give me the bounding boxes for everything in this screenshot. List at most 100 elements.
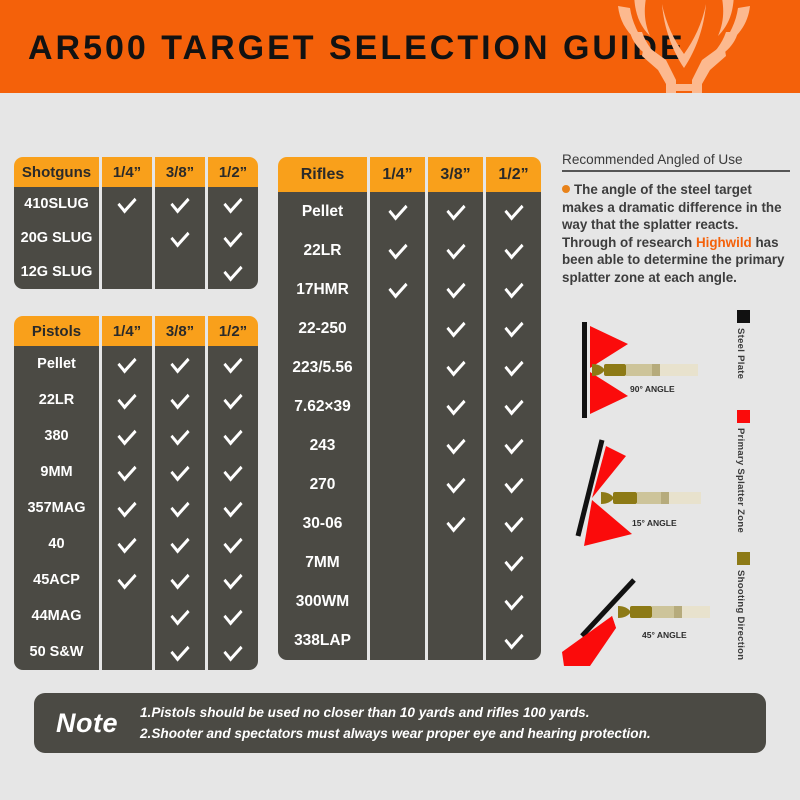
rifles-cell-3-1 [367,270,425,309]
pistols-column-header-2: 3/8” [152,316,205,346]
pistols-cell-6-3 [205,526,258,562]
check-icon [170,567,190,589]
table-row: 410SLUG [14,187,258,221]
pistols-cell-8-2 [152,598,205,634]
table-row: 44MAG [14,598,258,634]
pistols-cell-9-3 [205,634,258,670]
table-row: 243 [278,426,541,465]
pistols-column-header-1: 1/4” [99,316,152,346]
check-icon [503,393,524,416]
note-line-1: 1.Pistols should be used no closer than … [140,705,590,720]
shotguns-cell-1-2 [152,187,205,221]
check-icon [170,495,190,517]
bullet-shape [618,606,710,618]
table-row: 22LR [278,231,541,270]
diagram-15-caption: 15° ANGLE [632,518,677,528]
rifles-cell-8-1 [367,465,425,504]
check-icon [445,354,466,377]
pistols-row-label: Pellet [14,346,99,382]
legend-label-steel-plate: Steel Plate [735,328,746,380]
shotguns-cell-3-2 [152,255,205,289]
pistols-cell-8-3 [205,598,258,634]
shotguns-cell-2-1 [99,221,152,255]
rifles-cell-11-3 [483,582,541,621]
splatter-cone-upper [590,326,628,368]
pistols-cell-1-3 [205,346,258,382]
check-icon [117,531,137,553]
check-icon [223,531,243,553]
angle-panel-heading: Recommended Angled of Use [562,152,790,172]
shotguns-cell-1-1 [99,187,152,221]
check-icon [445,198,466,221]
check-icon [117,423,137,445]
shotguns-column-header-2: 3/8” [152,157,205,187]
legend-item-shooting-direction: Shooting Direction [735,552,750,660]
table-row: 20G SLUG [14,221,258,255]
rifles-cell-6-2 [425,387,483,426]
table-row: 7MM [278,543,541,582]
table-row: 7.62×39 [278,387,541,426]
pistols-title: Pistols [14,316,99,346]
check-icon [117,191,137,213]
check-icon [223,459,243,481]
pistols-row-label: 9MM [14,454,99,490]
check-icon [445,393,466,416]
rifles-cell-5-2 [425,348,483,387]
pistols-row-label: 380 [14,418,99,454]
check-icon [170,191,190,213]
legend-label-primary-splatter-zone: Primary Splatter Zone [735,428,746,534]
pistols-row-label: 44MAG [14,598,99,634]
rifles-cell-11-2 [425,582,483,621]
antler-logo [618,0,750,93]
rifles-cell-12-1 [367,621,425,660]
check-icon [223,259,243,281]
shotguns-column-header-1: 1/4” [99,157,152,187]
rifles-row-label: 17HMR [278,270,367,309]
rifles-cell-9-2 [425,504,483,543]
check-icon [170,351,190,373]
bullet-dot-icon [562,185,570,193]
rifles-cell-7-2 [425,426,483,465]
shotguns-row-label: 410SLUG [14,187,99,221]
diagram-15-degree: 15° ANGLE [575,439,701,546]
rifles-cell-12-3 [483,621,541,660]
shotguns-table: Shotguns 1/4” 3/8” 1/2” 410SLUG 20G SLUG 12G S… [14,157,258,289]
pistols-cell-3-1 [99,418,152,454]
pistols-cell-4-3 [205,454,258,490]
check-icon [223,423,243,445]
rifles-cell-10-3 [483,543,541,582]
check-icon [503,510,524,533]
pistols-cell-2-3 [205,382,258,418]
table-row: 22LR [14,382,258,418]
rifles-row-label: 7MM [278,543,367,582]
table-row: 17HMR [278,270,541,309]
check-icon [503,432,524,455]
rifles-cell-5-3 [483,348,541,387]
check-icon [445,315,466,338]
table-row: 9MM [14,454,258,490]
rifles-cell-11-1 [367,582,425,621]
page-header: AR500 TARGET SELECTION GUIDE [0,0,800,93]
check-icon [117,459,137,481]
rifles-title: Rifles [278,157,367,192]
bullet-shape [592,364,698,376]
pistols-row-label: 50 S&W [14,634,99,670]
note-box: Note 1.Pistols should be used no closer … [34,693,766,753]
pistols-row-label: 22LR [14,382,99,418]
rifles-column-header-1: 1/4” [367,157,425,192]
shotguns-title: Shotguns [14,157,99,187]
check-icon [223,603,243,625]
rifles-cell-3-3 [483,270,541,309]
angle-paragraph-part2: has been able to determine the primary s… [562,234,785,285]
rifles-cell-3-2 [425,270,483,309]
angle-paragraph-part1: The angle of the steel target makes a dr… [562,182,782,250]
steel-plate-shape [575,439,605,537]
check-icon [503,237,524,260]
splatter-cone-upper [592,446,626,498]
legend-label-shooting-direction: Shooting Direction [735,570,746,661]
check-icon [223,567,243,589]
check-icon [223,225,243,247]
rifles-cell-4-1 [367,309,425,348]
rifles-cell-4-2 [425,309,483,348]
rifles-row-label: Pellet [278,192,367,231]
